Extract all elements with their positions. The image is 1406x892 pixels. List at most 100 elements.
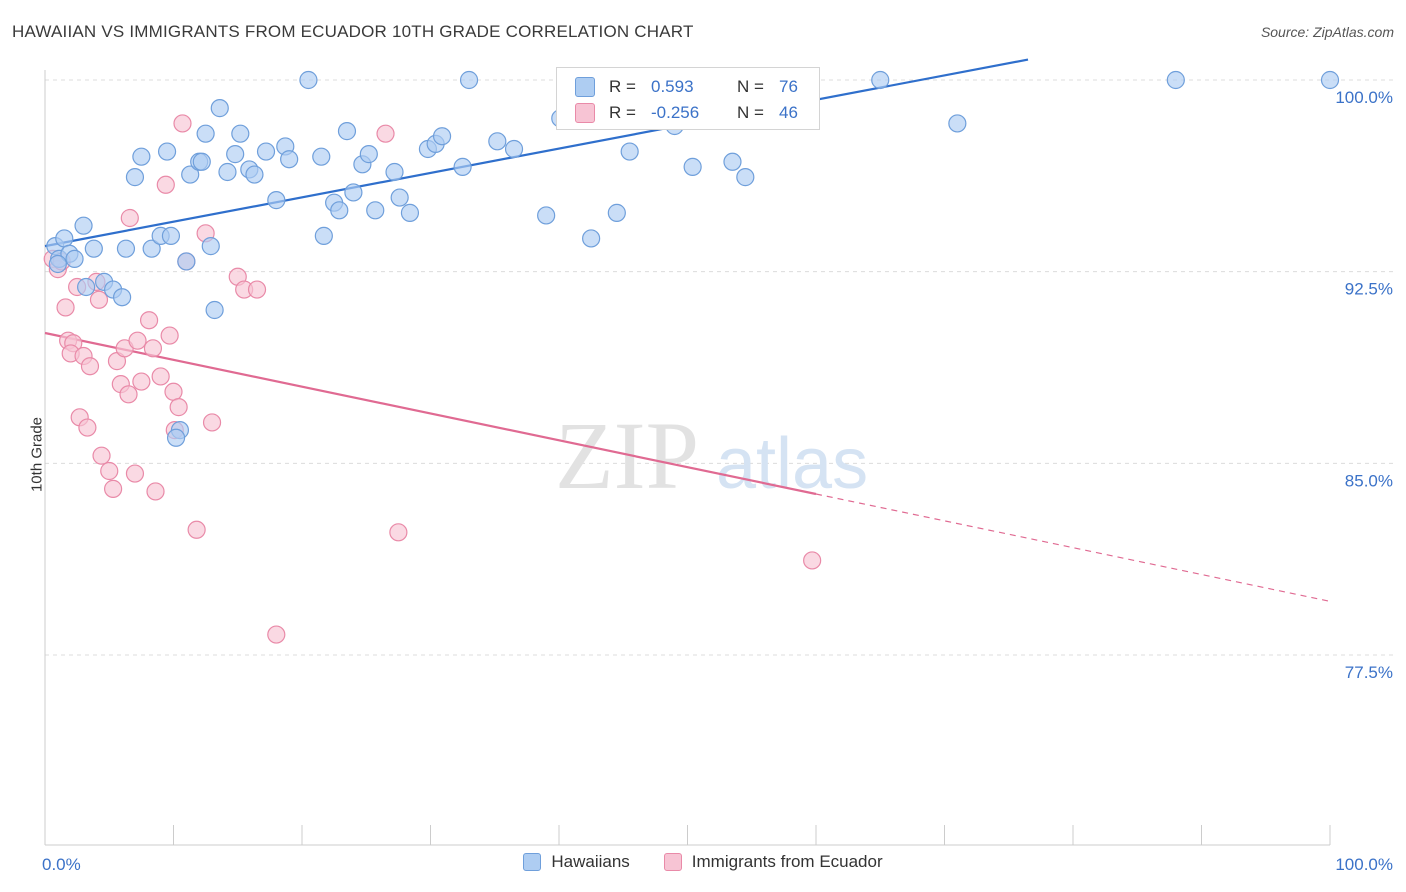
- data-point-hawaiians: [488, 132, 507, 151]
- data-point-ecuador: [128, 331, 147, 350]
- data-point-ecuador: [173, 114, 192, 133]
- data-point-ecuador: [92, 446, 111, 465]
- data-point-hawaiians: [312, 147, 331, 166]
- source-label: Source: ZipAtlas.com: [1260, 24, 1394, 40]
- data-point-hawaiians: [55, 229, 74, 248]
- stats-r-value: -0.256: [651, 103, 700, 122]
- data-point-hawaiians: [948, 114, 967, 133]
- data-point-hawaiians: [192, 152, 211, 171]
- data-point-ecuador: [160, 326, 179, 345]
- trend-line-ecuador: [44, 331, 817, 496]
- data-point-ecuador: [187, 520, 206, 539]
- data-point-hawaiians: [344, 183, 363, 202]
- data-point-ecuador: [151, 367, 170, 386]
- data-point-hawaiians: [84, 239, 103, 258]
- data-point-hawaiians: [65, 249, 84, 268]
- data-point-ecuador: [139, 311, 159, 330]
- watermark: ZIP atlas: [555, 402, 868, 509]
- y-tick-label: 85.0%: [1345, 471, 1393, 490]
- data-point-ecuador: [100, 461, 119, 481]
- trend-lines: [44, 58, 1331, 602]
- data-point-ecuador: [169, 398, 188, 417]
- series-legend: Hawaiians Immigrants from Ecuador: [0, 852, 1406, 872]
- data-point-hawaiians: [231, 124, 250, 143]
- data-point-hawaiians: [537, 206, 556, 225]
- stats-row-hawaiians: R = 0.593 N = 76: [575, 74, 798, 100]
- data-point-hawaiians: [196, 124, 215, 143]
- data-point-ecuador: [143, 339, 163, 358]
- data-point-hawaiians: [453, 157, 472, 176]
- series-hawaiians-points: [46, 70, 1340, 447]
- data-point-hawaiians: [112, 288, 132, 307]
- data-point-ecuador: [202, 413, 222, 432]
- data-point-ecuador: [120, 208, 139, 228]
- data-point-hawaiians: [157, 142, 177, 161]
- data-point-hawaiians: [267, 191, 286, 210]
- stats-swatch-pink: [575, 103, 595, 123]
- data-point-ecuador: [803, 551, 822, 570]
- data-point-hawaiians: [582, 229, 601, 248]
- stats-n-value: 46: [779, 103, 798, 122]
- stats-n-label: N =: [737, 103, 764, 122]
- tick-labels: 100.0% 92.5% 85.0% 77.5% 0.0% 100.0%: [42, 88, 1393, 874]
- data-point-hawaiians: [181, 165, 200, 184]
- data-point-ecuador: [146, 482, 165, 501]
- data-point-ecuador: [156, 175, 175, 194]
- data-point-hawaiians: [683, 157, 702, 176]
- y-tick-label: 100.0%: [1335, 88, 1393, 107]
- data-point-hawaiians: [871, 70, 890, 90]
- data-point-ecuador: [104, 479, 123, 498]
- data-point-ecuador: [125, 464, 145, 483]
- data-point-hawaiians: [48, 254, 67, 274]
- data-point-hawaiians: [74, 216, 93, 235]
- data-point-hawaiians: [330, 201, 349, 220]
- data-point-hawaiians: [390, 188, 409, 207]
- data-point-ecuador: [119, 385, 138, 404]
- data-point-hawaiians: [218, 162, 237, 182]
- data-point-ecuador: [80, 357, 100, 376]
- data-point-hawaiians: [77, 277, 96, 297]
- data-point-ecuador: [267, 625, 286, 644]
- legend-label: Immigrants from Ecuador: [691, 852, 883, 871]
- legend-item-ecuador[interactable]: Immigrants from Ecuador: [663, 852, 883, 872]
- stats-r-value: 0.593: [651, 77, 694, 96]
- data-point-hawaiians: [125, 168, 145, 187]
- y-tick-label: 92.5%: [1345, 280, 1393, 299]
- data-point-ecuador: [376, 124, 395, 143]
- data-point-ecuador: [78, 418, 97, 437]
- data-point-hawaiians: [400, 203, 420, 222]
- data-point-hawaiians: [142, 239, 161, 258]
- axes: [44, 70, 1331, 846]
- data-point-hawaiians: [504, 139, 524, 159]
- data-point-ecuador: [56, 298, 75, 317]
- data-point-hawaiians: [226, 145, 245, 164]
- data-point-hawaiians: [132, 147, 151, 166]
- data-point-hawaiians: [201, 237, 220, 256]
- stats-row-ecuador: R = -0.256 N = 46: [575, 100, 798, 126]
- data-point-hawaiians: [459, 70, 479, 90]
- data-point-hawaiians: [607, 203, 626, 222]
- data-point-hawaiians: [116, 239, 136, 258]
- data-point-ecuador: [389, 523, 408, 542]
- data-point-hawaiians: [166, 428, 186, 447]
- data-point-hawaiians: [314, 226, 333, 245]
- data-point-hawaiians: [359, 145, 378, 164]
- data-point-hawaiians: [432, 127, 452, 146]
- x-tick-label: 100.0%: [1335, 855, 1393, 874]
- stats-legend: R = 0.593 N = 76 R = -0.256 N = 46: [556, 67, 820, 130]
- stats-r-label: R =: [609, 103, 636, 122]
- data-point-hawaiians: [161, 226, 181, 245]
- y-tick-label: 77.5%: [1345, 663, 1393, 682]
- stats-n-value: 76: [779, 77, 798, 96]
- stats-swatch-blue: [575, 77, 595, 97]
- legend-item-hawaiians[interactable]: Hawaiians: [523, 852, 630, 872]
- chart-title: HAWAIIAN VS IMMIGRANTS FROM ECUADOR 10TH…: [12, 22, 694, 41]
- data-point-hawaiians: [1320, 70, 1340, 90]
- legend-swatch-blue: [523, 853, 542, 871]
- x-tick-label: 0.0%: [42, 855, 81, 874]
- legend-swatch-pink: [663, 853, 682, 871]
- data-point-ecuador: [89, 290, 109, 309]
- data-point-hawaiians: [337, 122, 357, 141]
- stats-n-label: N =: [737, 77, 764, 96]
